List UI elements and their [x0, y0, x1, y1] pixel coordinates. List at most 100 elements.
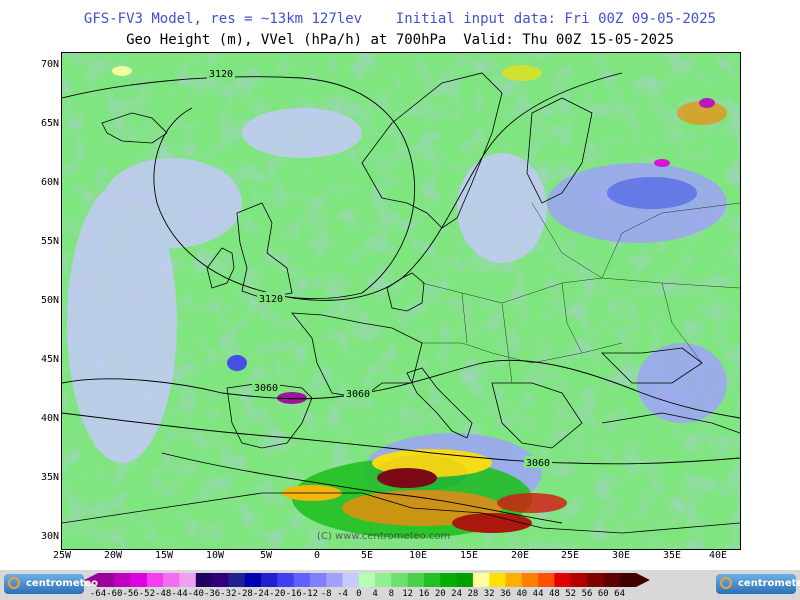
contour-label-3120-b: 3120 [259, 294, 283, 305]
colorbar-tick-label: 32 [483, 589, 495, 599]
height-contours [62, 72, 740, 524]
colorbar-tick-label: 4 [372, 589, 378, 599]
colorbar-swatch [326, 573, 343, 587]
colorbar-swatch [261, 573, 278, 587]
contour-3120-b [261, 72, 623, 301]
map-canvas: 3120 3120 3060 3060 3060 (C) www.centrom… [62, 53, 740, 549]
colorbar-tick-label: -48 [155, 589, 172, 599]
colorbar-swatch [521, 573, 539, 587]
colorbar-tick-label: 20 [434, 589, 446, 599]
colorbar-tick-label: 44 [532, 589, 544, 599]
lon-label-5e: 5E [360, 550, 374, 561]
colorbar-swatch [195, 573, 213, 587]
lon-label-40e: 40E [708, 550, 728, 561]
colorbar-tick-label: 36 [500, 589, 511, 599]
balkans-outline [491, 382, 583, 449]
colorbar-tick-label: -32 [220, 589, 237, 599]
colorbar-swatch [212, 573, 229, 587]
centrometeo-logo-right: centrometeo [716, 574, 800, 594]
colorbar-tick-label: -4 [337, 589, 348, 599]
lat-label-35n: 35N [40, 472, 59, 483]
lon-label-15w: 15W [154, 550, 174, 561]
colorbar-swatch [407, 573, 425, 587]
colorbar-swatch [554, 573, 572, 587]
colorbar-swatch [375, 573, 392, 587]
colorbar-tick-label: 8 [388, 589, 395, 599]
colorbar-tick-label: 52 [565, 589, 577, 599]
colorbar-swatch [244, 573, 262, 587]
lat-label-60n: 60N [40, 177, 59, 188]
colorbar-swatch [293, 573, 311, 587]
great-britain-outline [236, 202, 293, 299]
colorbar: centrometeo centrometeo -64-60-56-52-48-… [0, 570, 800, 600]
ireland-outline [206, 247, 235, 289]
turkey-coast [601, 412, 740, 434]
colorbar-tick-label: 16 [418, 589, 430, 599]
colorbar-swatch [391, 573, 409, 587]
colorbar-tick-label: 64 [614, 589, 626, 599]
lon-label-0: 0 [313, 550, 321, 561]
colorbar-swatch [130, 573, 148, 587]
colorbar-swatch [505, 573, 523, 587]
lat-label-70n: 70N [40, 59, 59, 70]
height-contour-labels: 3120 3120 3060 3060 3060 [207, 67, 552, 469]
lat-label-40n: 40N [40, 413, 59, 424]
colorbar-tick-label: -60 [106, 589, 123, 599]
contour-3000 [161, 452, 563, 524]
colorbar-swatch [424, 573, 441, 587]
colorbar-swatch [358, 573, 376, 587]
contour-label-3120-a: 3120 [209, 69, 233, 80]
colorbar-swatch [179, 573, 197, 587]
finland-outline [526, 97, 593, 204]
lon-label-20w: 20W [103, 550, 123, 561]
colorbar-swatch [98, 573, 115, 587]
colorbar-swatch [603, 573, 621, 587]
colorbar-swatch [538, 573, 555, 587]
france-outline [291, 312, 423, 399]
colorbar-swatch [472, 573, 490, 587]
colorbar-swatch [309, 573, 327, 587]
centrometeo-logo-left: centrometeo [4, 574, 98, 594]
colorbar-swatch [619, 573, 637, 587]
colorbar-tick-label: 40 [516, 589, 528, 599]
colorbar-tick-label: 24 [451, 589, 463, 599]
iceland-outline [101, 112, 168, 144]
colorbar-tick-label: -20 [269, 589, 286, 599]
lon-label-5w: 5W [259, 550, 273, 561]
colorbar-swatch [342, 573, 360, 587]
scandinavia-outline [361, 72, 503, 229]
colorbar-tick-label: 12 [402, 589, 414, 599]
colorbar-tick-label: -8 [320, 589, 332, 599]
colorbar-swatch [570, 573, 588, 587]
colorbar-tick-label: -56 [122, 589, 139, 599]
watermark: (C) www.centrometeo.com [317, 531, 450, 542]
colorbar-swatches [84, 573, 650, 587]
lon-label-15e: 15E [459, 550, 479, 561]
country-borders [421, 202, 740, 384]
colorbar-swatch [587, 573, 604, 587]
lon-label-10e: 10E [408, 550, 428, 561]
colorbar-swatch [228, 573, 246, 587]
colorbar-tick-label: 48 [548, 589, 560, 599]
north-africa-coast [62, 492, 740, 534]
lon-label-25w: 25W [52, 550, 72, 561]
colorbar-tick-label: -36 [203, 589, 221, 599]
map-panel: 3120 3120 3060 3060 3060 (C) www.centrom… [61, 52, 741, 550]
lon-label-20e: 20E [510, 550, 530, 561]
colorbar-tick-label: -16 [285, 589, 302, 599]
colorbar-tick-label: -40 [187, 589, 204, 599]
colorbar-swatch [114, 573, 132, 587]
lat-label-45n: 45N [40, 354, 59, 365]
low-countries-outline [386, 272, 425, 312]
colorbar-swatch [146, 573, 164, 587]
colorbar-tick-label: -64 [89, 589, 107, 599]
lat-label-50n: 50N [40, 295, 59, 306]
colorbar-tick-label: -44 [171, 589, 188, 599]
colorbar-tick-label: -24 [252, 589, 270, 599]
lat-label-65n: 65N [40, 118, 59, 129]
colorbar-swatch [277, 573, 295, 587]
colorbar-tick-label: 56 [581, 589, 593, 599]
colorbar-swatch [489, 573, 506, 587]
colorbar-tick-label: 60 [597, 589, 609, 599]
colorbar-arrow-right [635, 573, 650, 587]
